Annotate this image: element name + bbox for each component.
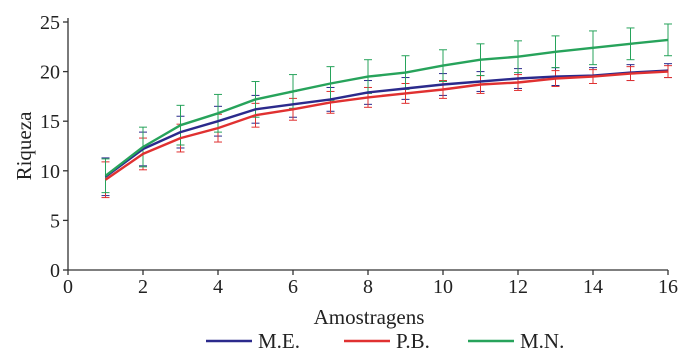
x-tick-label: 2 (138, 276, 148, 298)
x-tick-label: 6 (288, 276, 298, 298)
y-tick-label: 25 (40, 12, 60, 34)
error-bars-pb (101, 65, 672, 199)
x-axis-title: Amostragens (314, 305, 425, 329)
legend-label: P.B. (396, 329, 430, 353)
y-tick-label: 15 (40, 111, 60, 133)
y-tick-label: 0 (50, 260, 60, 282)
axes: 0 5 10 15 20 25 0 2 4 6 8 10 12 14 16 (40, 12, 678, 298)
y-axis-title: Riqueza (12, 111, 36, 180)
y-tick-label: 5 (50, 210, 60, 232)
labels-group: Riqueza Amostragens (12, 111, 424, 329)
x-tick-label: 14 (583, 276, 603, 298)
x-tick-label: 12 (508, 276, 528, 298)
x-tick-label: 16 (658, 276, 678, 298)
y-tick-label: 20 (40, 62, 60, 84)
legend-label: M.E. (258, 329, 300, 353)
x-tick-label: 8 (363, 276, 373, 298)
x-tick-label: 0 (63, 276, 73, 298)
x-tick-label: 4 (213, 276, 223, 298)
legend: M.E. P.B. M.N. (206, 329, 564, 353)
series-line-pb (104, 70, 669, 181)
legend-label: M.N. (520, 329, 564, 353)
series-group (101, 23, 672, 199)
x-tick-label: 10 (433, 276, 453, 298)
series-line-me (104, 69, 669, 178)
y-tick-label: 10 (40, 161, 60, 183)
series-line-mn (104, 38, 669, 177)
